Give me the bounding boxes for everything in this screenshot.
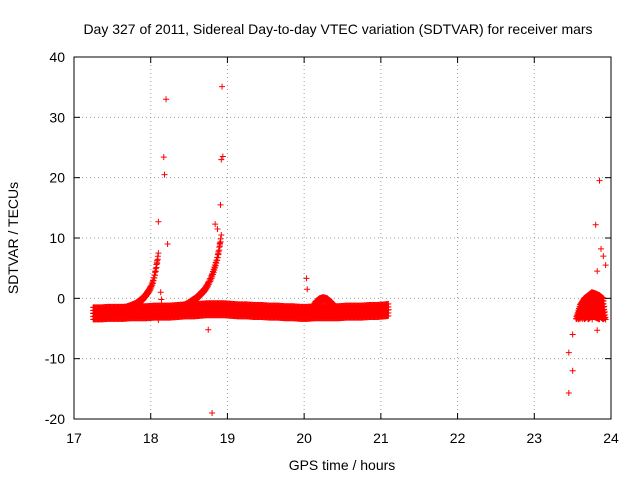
y-tick-label: -10 [45,351,65,367]
track-point [217,238,224,245]
track-point [215,251,222,258]
y-tick-label: 40 [49,49,65,65]
track-point [214,254,221,261]
track-point [212,262,219,269]
data-point [569,331,576,338]
track-point [331,304,338,311]
x-tick-label: 21 [373,430,389,446]
track-point [151,274,158,281]
data-point [217,201,224,208]
chart-title: Day 327 of 2011, Sidereal Day-to-day VTE… [83,21,592,37]
data-point [219,83,226,90]
track-point [154,260,161,267]
y-tick-label: 0 [57,290,65,306]
data-point [565,349,572,356]
dense-track [109,253,161,317]
track-point [216,247,223,254]
track-point [154,256,161,263]
data-point [303,275,310,282]
y-tick-label: -20 [45,411,65,427]
data-point [594,327,601,334]
data-point [600,253,607,260]
x-tick-label: 23 [526,430,542,446]
track-point [204,284,211,291]
x-tick-label: 20 [296,430,312,446]
track-point [147,287,154,294]
x-tick-label: 24 [603,430,619,446]
series-arc-1 [109,250,162,317]
x-axis-label: GPS time / hours [289,457,396,473]
y-tick-label: 30 [49,109,65,125]
data-point [161,171,168,178]
track-point [152,268,159,275]
data-point [565,390,572,397]
data-point [594,268,601,275]
data-point [155,250,162,257]
data-point [569,367,576,374]
data-point [592,221,599,228]
track-point [602,314,609,321]
track-point [213,260,220,267]
data-point [157,289,164,296]
dense-track [170,235,224,316]
data-point [304,312,311,319]
data-point [304,286,311,293]
track-point [150,277,157,284]
axis-ticks: 17 18 19 20 21 22 23 24 -20 -10 0 10 20 30 40 [45,49,619,446]
data-point [219,153,226,160]
x-tick-label: 22 [450,430,466,446]
series-arc-2 [170,231,225,316]
data-point [163,96,170,103]
x-tick-label: 18 [143,430,159,446]
series-cluster-23-24 [565,289,609,356]
track-point [385,312,392,319]
data-point [155,317,162,324]
data-point [602,262,609,269]
data-point [596,177,603,184]
data-point [214,225,221,232]
series-bump-20 [308,294,338,314]
track-point [214,257,221,264]
data-point [209,409,216,416]
data-point [155,218,162,225]
data-point [218,156,225,163]
x-tick-label: 19 [220,430,236,446]
track-point [153,264,160,271]
data-point [158,296,165,303]
track-point [205,282,212,289]
y-axis-label: SDTVAR / TECUs [5,182,21,294]
x-tick-label: 17 [66,430,82,446]
y-tick-label: 10 [49,230,65,246]
data-point [164,241,171,248]
data-point [212,221,219,228]
track-point [216,243,223,250]
data-point [160,154,167,161]
y-tick-label: 20 [49,170,65,186]
data-point [598,245,605,252]
track-point [152,272,159,279]
dense-track [308,294,338,314]
track-point [149,280,156,287]
data-marks [90,83,609,416]
data-point [205,326,212,333]
grid [74,57,611,419]
dense-track [573,289,609,323]
series-outliers [155,83,609,416]
data-point [218,231,225,238]
